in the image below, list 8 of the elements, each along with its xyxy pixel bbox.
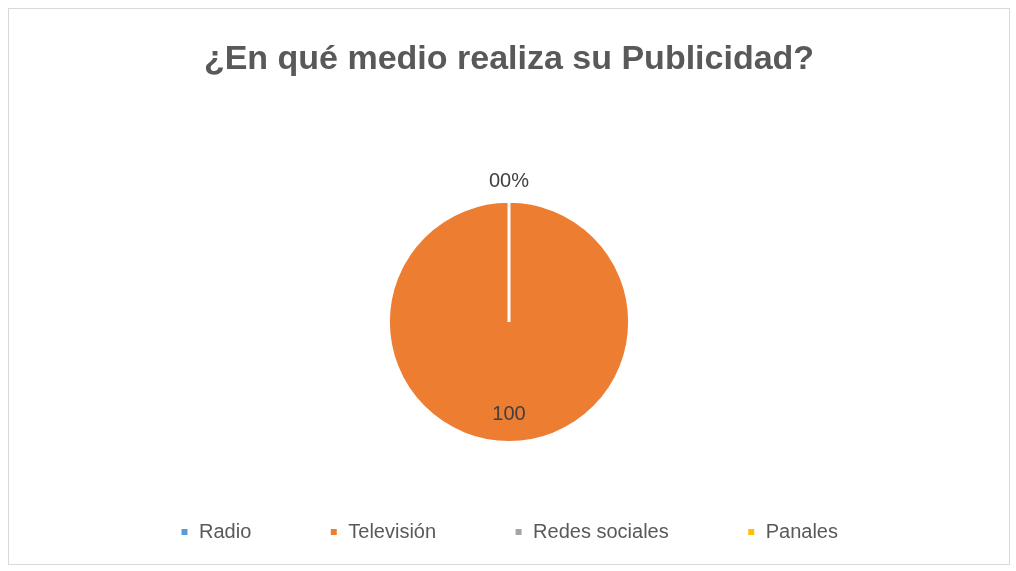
legend-label: Panales [765, 519, 838, 542]
legend-label: Radio [199, 519, 252, 542]
data-label: 100 [492, 402, 526, 425]
chart-title: ¿En qué medio realiza su Publicidad? [203, 37, 815, 76]
legend-label: Redes sociales [533, 519, 669, 542]
text: 0% [500, 168, 530, 191]
legend-label: Televisión [348, 519, 437, 542]
text: 0 [488, 168, 501, 191]
